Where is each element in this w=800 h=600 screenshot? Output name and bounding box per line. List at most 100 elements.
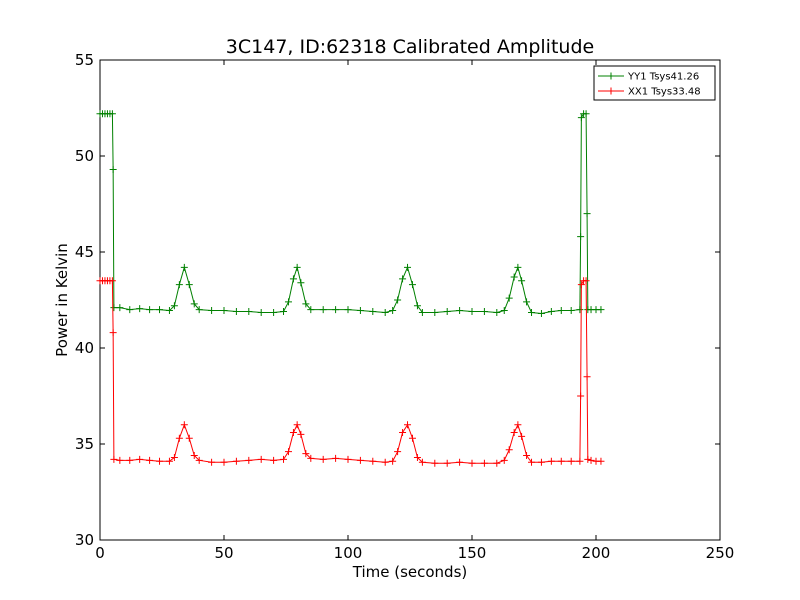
data-point	[505, 446, 513, 454]
data-point	[418, 308, 426, 316]
data-point	[270, 308, 278, 316]
data-point	[289, 428, 297, 436]
data-point	[284, 448, 292, 456]
data-point	[584, 455, 592, 463]
data-point	[493, 459, 501, 467]
data-point	[389, 457, 397, 465]
data-point	[356, 307, 364, 315]
data-point	[547, 457, 555, 465]
data-point	[116, 304, 124, 312]
data-point	[245, 308, 253, 316]
data-point	[146, 456, 154, 464]
data-point	[456, 307, 464, 315]
legend-marker	[607, 87, 615, 95]
data-point	[293, 421, 301, 429]
data-point	[270, 456, 278, 464]
data-point	[319, 455, 327, 463]
series-0	[96, 110, 605, 317]
data-point	[190, 452, 198, 460]
data-point	[257, 455, 265, 463]
x-tick-label: 50	[214, 544, 233, 562]
data-point	[185, 434, 193, 442]
data-point	[408, 281, 416, 289]
data-point	[245, 456, 253, 464]
data-point	[344, 306, 352, 314]
y-tick-label: 35	[75, 435, 94, 453]
data-point	[110, 304, 118, 312]
data-point	[185, 281, 193, 289]
data-point	[576, 457, 584, 465]
data-point	[394, 448, 402, 456]
data-point	[587, 456, 595, 464]
data-point	[190, 300, 198, 308]
data-point	[399, 275, 407, 283]
data-point	[381, 308, 389, 316]
data-point	[443, 308, 451, 316]
data-point	[597, 457, 605, 465]
data-point	[126, 306, 134, 314]
data-point	[208, 458, 216, 466]
data-point	[431, 459, 439, 467]
data-point	[510, 428, 518, 436]
data-point	[284, 298, 292, 306]
axis-ticks: 0 50 100 150 200 250 30 35 40 45 50 55	[75, 51, 734, 562]
data-point	[394, 296, 402, 304]
data-point	[280, 308, 288, 316]
data-point	[505, 294, 513, 302]
data-point	[418, 458, 426, 466]
data-point	[528, 458, 536, 466]
data-point	[576, 306, 584, 314]
data-point	[156, 457, 164, 465]
data-point	[583, 373, 591, 381]
data-point	[567, 307, 575, 315]
data-point	[577, 114, 585, 122]
x-axis-label: Time (seconds)	[352, 563, 468, 581]
data-point	[136, 305, 144, 313]
data-point	[108, 110, 116, 118]
data-point	[514, 421, 522, 429]
data-point	[175, 434, 183, 442]
data-point	[146, 306, 154, 314]
data-point	[500, 456, 508, 464]
data-point	[195, 306, 203, 314]
data-point	[431, 308, 439, 316]
data-point	[577, 392, 585, 400]
data-point	[156, 306, 164, 314]
data-point	[514, 263, 522, 271]
data-point	[523, 452, 531, 460]
data-point	[108, 277, 116, 285]
data-point	[109, 165, 117, 173]
x-tick-label: 200	[582, 544, 611, 562]
data-point	[369, 457, 377, 465]
data-point	[302, 300, 310, 308]
data-point	[232, 308, 240, 316]
series-layer	[96, 110, 605, 467]
data-point	[165, 457, 173, 465]
chart-title: 3C147, ID:62318 Calibrated Amplitude	[226, 36, 594, 58]
data-point	[170, 302, 178, 310]
legend-marker	[607, 72, 615, 80]
data-point	[165, 307, 173, 315]
data-point	[537, 458, 545, 466]
data-point	[399, 428, 407, 436]
data-point	[297, 279, 305, 287]
data-point	[297, 430, 305, 438]
data-point	[369, 308, 377, 316]
x-tick-label: 0	[95, 544, 105, 562]
data-point	[518, 277, 526, 285]
data-point	[557, 307, 565, 315]
data-point	[208, 307, 216, 315]
data-point	[547, 308, 555, 316]
y-axis-label: Power in Kelvin	[53, 243, 71, 357]
data-point	[456, 458, 464, 466]
y-tick-label: 55	[75, 51, 94, 69]
x-tick-label: 250	[706, 544, 735, 562]
data-point	[293, 263, 301, 271]
data-point	[577, 281, 585, 289]
data-point	[220, 307, 228, 315]
data-point	[307, 306, 315, 314]
y-tick-label: 40	[75, 339, 94, 357]
data-point	[332, 306, 340, 314]
data-point	[257, 308, 265, 316]
